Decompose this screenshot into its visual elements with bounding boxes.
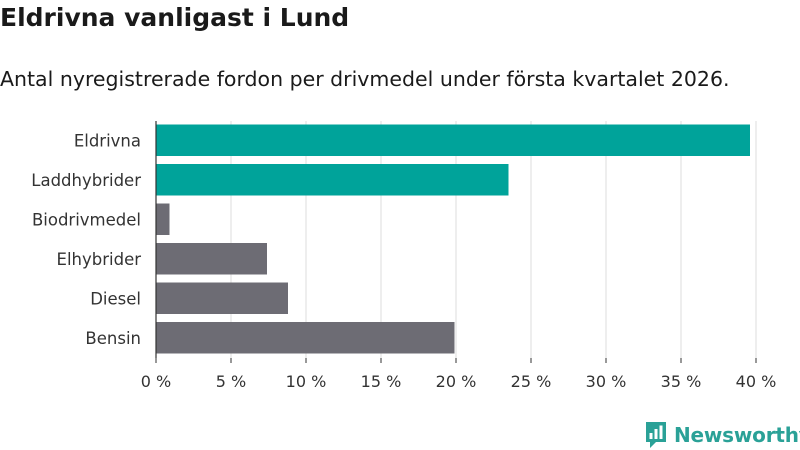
x-tick-label: 20 % xyxy=(436,372,477,391)
newsworthy-logo-icon xyxy=(646,422,666,448)
category-label: Laddhybrider xyxy=(31,171,141,190)
x-tick-label: 0 % xyxy=(141,372,171,391)
chart-title: Eldrivna vanligast i Lund xyxy=(0,3,350,32)
x-tick-label: 5 % xyxy=(216,372,246,391)
category-label: Biodrivmedel xyxy=(32,210,141,229)
bar-biodrivmedel xyxy=(156,203,170,235)
x-tick-label: 40 % xyxy=(736,372,777,391)
bar-eldrivna xyxy=(156,124,750,156)
bar-laddhybrider xyxy=(156,164,509,196)
category-label: Diesel xyxy=(90,289,141,308)
x-tick-label: 15 % xyxy=(361,372,402,391)
newsworthy-logo-text: Newsworthy xyxy=(674,423,800,447)
bar-elhybrider xyxy=(156,243,267,275)
x-tick-label: 35 % xyxy=(661,372,702,391)
x-tick-label: 30 % xyxy=(586,372,627,391)
newsworthy-logo: Newsworthy xyxy=(644,420,800,450)
bar-bensin xyxy=(156,322,455,354)
bar-diesel xyxy=(156,282,288,314)
category-label: Bensin xyxy=(85,329,141,348)
category-label: Eldrivna xyxy=(74,131,141,150)
x-tick-label: 25 % xyxy=(511,372,552,391)
x-tick-label: 10 % xyxy=(286,372,327,391)
category-label: Elhybrider xyxy=(57,250,142,269)
chart-subtitle: Antal nyregistrerade fordon per drivmede… xyxy=(0,67,730,91)
